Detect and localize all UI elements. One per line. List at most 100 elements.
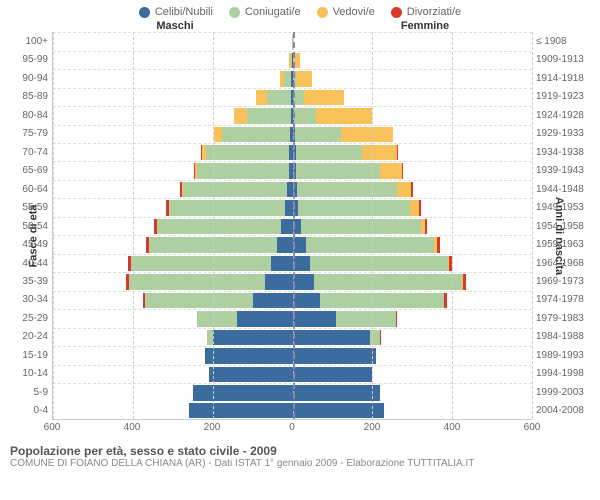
age-tick: 0-4 [18,402,52,420]
gender-header: Maschi Femmine [0,20,600,32]
population-pyramid: { "legend": [ { "label": "Celibi/Nubili"… [0,0,600,500]
cohort-tick: 1959-1963 [532,235,584,253]
female-bar [293,90,344,105]
bar-segment [397,145,398,160]
bar-segment [131,256,271,271]
gridline [452,32,453,419]
legend-label: Celibi/Nubili [155,6,213,18]
cohort-tick: 1974-1978 [532,291,584,309]
cohort-tick: 1999-2003 [532,383,584,401]
bar-segment [410,200,419,215]
bar-segment [293,293,321,308]
cohort-tick: 1979-1983 [532,309,584,327]
bar-segment [341,127,393,142]
x-tick: 200 [364,422,381,433]
cohort-tick: 2004-2008 [532,402,584,420]
bar-segment [301,219,421,234]
bar-segment [206,145,290,160]
x-tick: 600 [44,422,61,433]
bar-segment [444,293,446,308]
legend-label: Vedovi/e [333,6,375,18]
male-bar [154,219,292,234]
chart-footer: Popolazione per età, sesso e stato civil… [0,440,600,469]
male-bar [209,367,293,382]
male-bar [180,182,293,197]
gridline [372,32,373,419]
bar-segment [293,403,385,418]
bar-segment [396,311,397,326]
bar-segment [397,182,411,197]
bar-segment [316,108,372,123]
bar-segment [129,274,265,289]
gridline [53,32,54,419]
age-tick: 20-24 [18,328,52,346]
age-tick: 65-69 [18,161,52,179]
cohort-tick: 1914-1918 [532,69,584,87]
bar-segment [209,367,293,382]
bar-segment [234,108,247,123]
age-tick: 35-39 [18,272,52,290]
bar-segment [193,385,293,400]
bar-segment [293,385,381,400]
cohort-tick: 1969-1973 [532,272,584,290]
chart-area: Fasce di età Anni di nascita 0-45-910-14… [0,32,600,440]
bar-segment [294,90,304,105]
bar-segment [197,163,289,178]
cohort-tick: 1964-1968 [532,254,584,272]
bar-segment [284,71,291,86]
age-tick: 50-54 [18,217,52,235]
bar-segment [293,367,373,382]
bar-segment [336,311,396,326]
bar-segment [169,200,285,215]
bar-segment [293,311,337,326]
female-bar [293,108,373,123]
legend-swatch [229,7,240,18]
male-bar [234,108,293,123]
age-tick: 30-34 [18,291,52,309]
male-bar [201,145,293,160]
female-header: Femmine [300,20,600,32]
x-axis-ticks: 6004002000200400600 [52,420,532,440]
age-ticks: 0-45-910-1415-1920-2425-2930-3435-3940-4… [18,32,52,420]
female-bar [293,71,313,86]
bar-segment [293,330,371,345]
legend: Celibi/Nubili Coniugati/e Vedovi/e Divor… [0,0,600,20]
x-tick: 200 [204,422,221,433]
cohort-tick: 1924-1928 [532,106,584,124]
male-bar [193,385,293,400]
legend-label: Divorziati/e [407,6,461,18]
legend-swatch [317,7,328,18]
x-tick: 600 [524,422,541,433]
cohort-tick: 1939-1943 [532,161,584,179]
bar-segment [320,293,444,308]
cohort-tick: 1929-1933 [532,125,584,143]
cohort-tick: 1994-1998 [532,365,584,383]
bar-segment [277,237,293,252]
age-tick: 70-74 [18,143,52,161]
male-bar [214,127,292,142]
gridline [213,32,214,419]
age-tick: 45-49 [18,235,52,253]
bar-segment [294,53,300,68]
legend-label: Coniugati/e [245,6,301,18]
female-bar [293,293,447,308]
bar-segment [145,293,253,308]
bar-segment [296,71,312,86]
bar-segment [293,274,315,289]
legend-item: Vedovi/e [317,6,375,18]
bar-segment [285,200,293,215]
cohort-ticks: 2004-20081999-20031994-19981989-19931984… [532,32,584,420]
male-bar [205,348,293,363]
male-bar [189,403,293,418]
gridline [532,32,533,419]
bar-segment [402,163,403,178]
female-bar [293,182,414,197]
male-bar [256,90,293,105]
cohort-tick: 1984-1988 [532,328,584,346]
female-bar [293,219,428,234]
chart-title: Popolazione per età, sesso e stato civil… [10,444,590,458]
bar-segment [267,90,291,105]
bar-segment [296,145,362,160]
female-bar [293,145,399,160]
age-tick: 85-89 [18,88,52,106]
